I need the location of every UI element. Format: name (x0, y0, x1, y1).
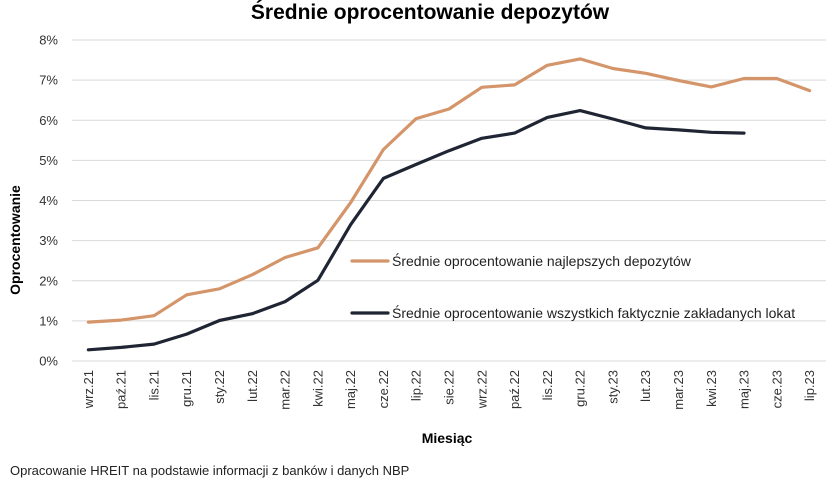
y-tick-label: 6% (39, 113, 58, 128)
series-line-1 (86, 57, 812, 324)
y-tick-label: 7% (39, 73, 58, 88)
x-tick-label: mar.22 (278, 370, 293, 410)
x-tick-label: lis.22 (540, 370, 555, 400)
x-tick-label: wrz.21 (81, 370, 96, 409)
y-tick-label: 4% (39, 193, 58, 208)
y-tick-label: 1% (39, 313, 58, 328)
y-axis-ticks: 0% 1% 2% 3% 4% 5% 6% 7% 8% (39, 33, 58, 369)
gridlines (72, 39, 826, 362)
x-tick-label: kwi.22 (310, 370, 325, 407)
y-tick-label: 5% (39, 153, 58, 168)
x-tick-label: paź.22 (507, 370, 522, 409)
y-tick-label: 3% (39, 233, 58, 248)
legend: Średnie oprocentowanie najlepszych depoz… (350, 252, 795, 321)
series-lines (86, 57, 812, 352)
x-tick-label: maj.23 (737, 370, 752, 409)
y-axis-label: Oprocentowanie (7, 185, 23, 295)
x-tick-label: sie.22 (442, 370, 457, 405)
x-tick-label: wrz.22 (474, 370, 489, 409)
x-tick-label: cze.22 (376, 370, 391, 408)
legend-label: Średnie oprocentowanie najlepszych depoz… (392, 252, 692, 269)
x-tick-label: gru.21 (179, 370, 194, 407)
series-line-2 (86, 109, 746, 352)
x-tick-label: lut.22 (245, 370, 260, 402)
x-tick-label: sty.23 (605, 370, 620, 404)
x-axis-label: Miesiąc (422, 430, 473, 446)
x-tick-label: kwi.23 (704, 370, 719, 407)
chart-title: Średnie oprocentowanie depozytów (251, 0, 610, 24)
x-tick-label: maj.22 (343, 370, 358, 409)
y-tick-label: 2% (39, 273, 58, 288)
x-tick-label: lut.23 (638, 370, 653, 402)
y-tick-label: 0% (39, 354, 58, 369)
x-tick-label: lis.21 (146, 370, 161, 400)
x-tick-label: cze.23 (769, 370, 784, 408)
x-tick-label: mar.23 (671, 370, 686, 410)
y-tick-label: 8% (39, 33, 58, 48)
x-tick-label: lip.22 (409, 370, 424, 401)
x-tick-label: lip.23 (802, 370, 817, 401)
x-tick-label: paź.21 (114, 370, 129, 409)
legend-label: Średnie oprocentowanie wszystkich faktyc… (392, 304, 795, 321)
x-tick-label: sty.22 (212, 370, 227, 404)
source-note: Opracowanie HREIT na podstawie informacj… (10, 463, 409, 478)
x-axis-ticks: wrz.21 paź.21 lis.21 gru.21 sty.22 lut.22 mar.… (81, 370, 817, 410)
x-tick-label: gru.22 (573, 370, 588, 407)
